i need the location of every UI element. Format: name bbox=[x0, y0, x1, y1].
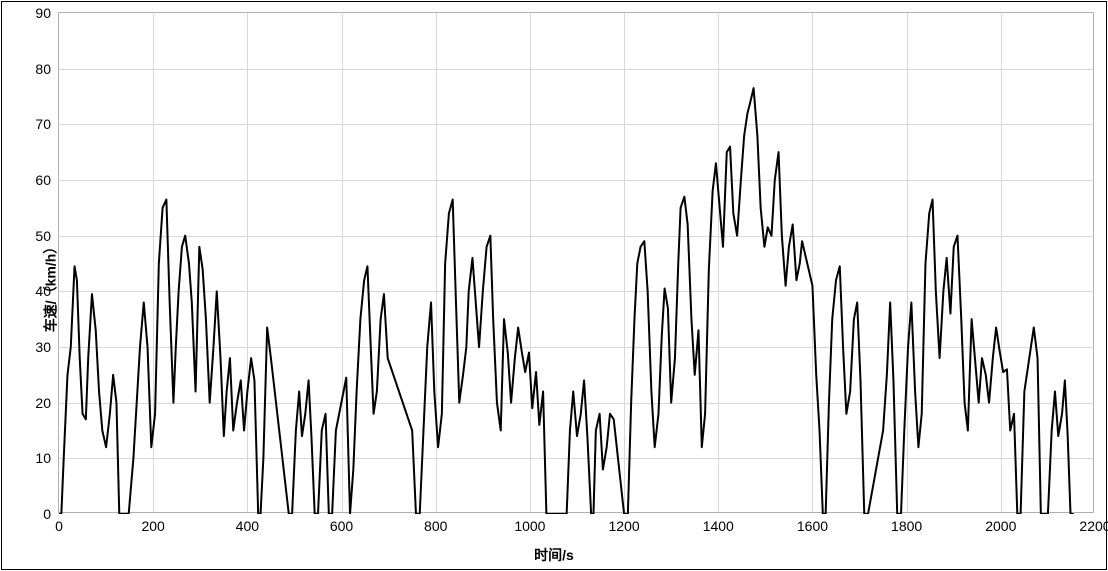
x-tick-label: 1600 bbox=[787, 512, 837, 534]
x-tick-label: 800 bbox=[411, 512, 461, 534]
x-tick-label: 1000 bbox=[505, 512, 555, 534]
y-tick-label: 80 bbox=[11, 61, 59, 77]
x-tick-label: 2200 bbox=[1070, 512, 1108, 534]
y-tick-label: 70 bbox=[11, 116, 59, 132]
series-path bbox=[59, 88, 1074, 514]
x-axis-label: 时间/s bbox=[534, 545, 574, 565]
y-tick-label: 20 bbox=[11, 395, 59, 411]
x-tick-label: 1400 bbox=[693, 512, 743, 534]
x-tick-label: 400 bbox=[222, 512, 272, 534]
y-tick-label: 60 bbox=[11, 172, 59, 188]
x-tick-label: 1800 bbox=[882, 512, 932, 534]
x-tick-label: 0 bbox=[34, 512, 84, 534]
x-tick-label: 2000 bbox=[976, 512, 1026, 534]
y-tick-label: 10 bbox=[11, 450, 59, 466]
line-series bbox=[59, 13, 1095, 514]
y-tick-label: 30 bbox=[11, 339, 59, 355]
x-tick-label: 600 bbox=[317, 512, 367, 534]
y-tick-label: 50 bbox=[11, 228, 59, 244]
x-tick-label: 200 bbox=[128, 512, 178, 534]
chart-container: 车速/（km/h） 时间/s 0102030405060708090020040… bbox=[0, 0, 1108, 571]
x-tick-label: 1200 bbox=[599, 512, 649, 534]
y-tick-label: 90 bbox=[11, 5, 59, 21]
plot-area: 0102030405060708090020040060080010001200… bbox=[58, 12, 1094, 513]
y-tick-label: 40 bbox=[11, 283, 59, 299]
